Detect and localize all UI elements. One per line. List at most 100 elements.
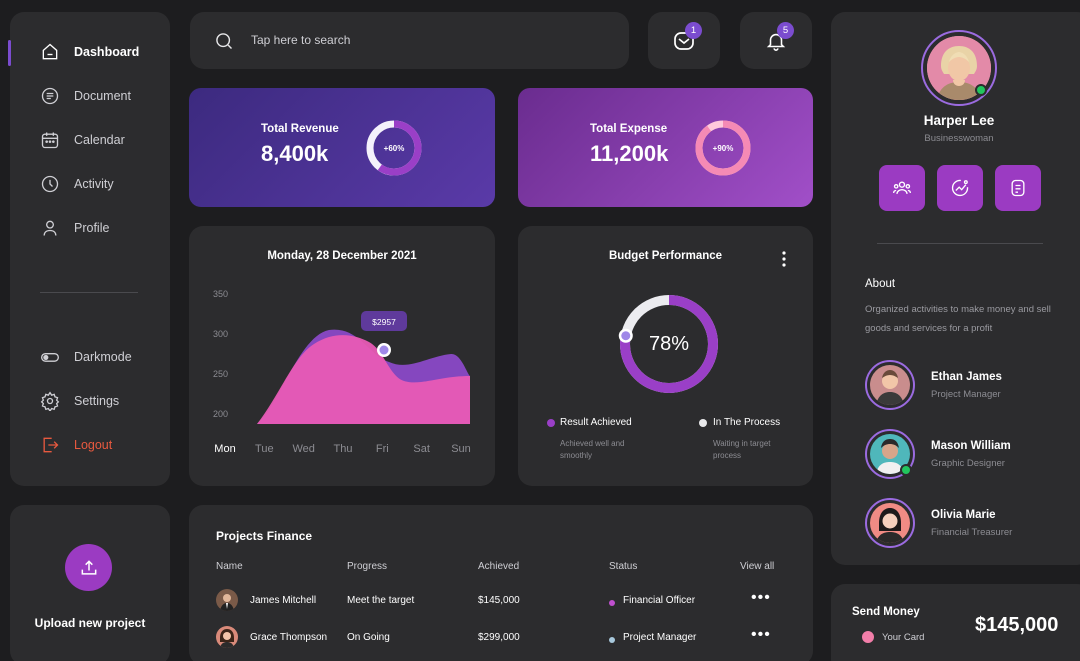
tooltip-box	[361, 311, 407, 331]
sidebar-item-calendar[interactable]: Calendar	[40, 130, 125, 150]
sidebar-item-dashboard[interactable]: Dashboard	[40, 42, 139, 62]
settings-label: Settings	[74, 394, 120, 408]
legend-process: In The Process	[713, 417, 781, 428]
note-icon	[1011, 179, 1025, 197]
upload-button[interactable]	[65, 544, 112, 591]
more-vertical-icon[interactable]	[781, 250, 787, 268]
notifications-button[interactable]: 5	[740, 12, 812, 69]
online-indicator	[900, 464, 912, 476]
expense-value: 11,200k	[590, 141, 669, 166]
x-tick-mon[interactable]: Mon	[214, 443, 235, 455]
tooltip-point-inner	[379, 345, 389, 355]
revenue-label: Total Revenue	[261, 123, 339, 135]
profile-role: Businesswoman	[924, 133, 994, 144]
darkmode-label: Darkmode	[74, 350, 132, 364]
card-dot	[862, 631, 874, 643]
area-pink	[257, 335, 470, 424]
search-input[interactable]	[251, 28, 591, 52]
contact-item[interactable]: Ethan James Project Manager	[865, 360, 1080, 410]
row-name: James Mitchell	[250, 595, 317, 606]
y-tick-label: 250	[213, 369, 228, 379]
sidebar-divider	[40, 292, 138, 293]
avatar	[216, 626, 238, 648]
legend-process-sub: Waiting in target process	[713, 439, 771, 460]
contact-role: Project Manager	[931, 389, 1001, 400]
active-indicator	[8, 40, 11, 66]
send-money-card[interactable]: Send Money Your Card $145,000	[831, 584, 1080, 661]
x-tick-thu[interactable]: Thu	[334, 443, 353, 455]
profile-divider	[877, 243, 1043, 244]
darkmode-toggle[interactable]: Darkmode	[40, 347, 132, 367]
row-more-button[interactable]: •••	[751, 589, 771, 606]
row-progress: Meet the target	[347, 595, 415, 606]
x-tick-sun[interactable]: Sun	[451, 443, 471, 455]
card-label: Your Card	[882, 631, 925, 643]
status-dot	[609, 637, 615, 643]
legend-dot-process	[699, 419, 707, 427]
column-header-progress: Progress	[347, 561, 388, 572]
send-amount: $145,000	[975, 614, 1059, 636]
legend-achieved: Result Achieved	[560, 417, 632, 428]
expense-donut	[695, 120, 751, 176]
column-header-name: Name	[216, 561, 243, 572]
about-title: About	[865, 278, 896, 290]
messages-button[interactable]: 1	[648, 12, 720, 69]
budget-percent: 78%	[648, 332, 690, 355]
users-button[interactable]	[879, 165, 925, 211]
profile-panel: Harper Lee Businesswoman About Organized…	[831, 12, 1080, 565]
weekly-area-chart: 350 300 250 200 $2957 Mon Tue Wed Thu Fri Sat Sun	[213, 289, 471, 455]
contact-avatar	[865, 360, 915, 410]
table-row[interactable]: Grace Thompson On Going $299,000 Project…	[189, 626, 813, 652]
search-icon	[216, 33, 233, 50]
sidebar-item-label: Dashboard	[74, 45, 140, 59]
contact-item[interactable]: Olivia Marie Financial Treasurer	[865, 498, 1080, 548]
sidebar-item-profile[interactable]: Profile	[40, 218, 109, 238]
document-icon	[41, 87, 59, 105]
sidebar-item-settings[interactable]: Settings	[40, 391, 119, 411]
logout-button[interactable]: Logout	[40, 435, 112, 455]
mail-icon	[674, 31, 694, 50]
row-progress: On Going	[347, 632, 390, 643]
sidebar-item-label: Document	[74, 89, 131, 103]
x-tick-wed[interactable]: Wed	[292, 443, 314, 455]
sidebar-item-activity[interactable]: Activity	[40, 174, 114, 194]
contact-item[interactable]: Mason William Graphic Designer	[865, 429, 1080, 479]
avatar	[216, 589, 238, 611]
budget-knob-inner	[621, 331, 631, 341]
expense-label: Total Expense	[590, 123, 668, 135]
y-tick-label: 200	[213, 409, 228, 419]
search-bar	[190, 12, 629, 69]
upload-label: Upload new project	[34, 616, 146, 630]
analytics-button[interactable]	[937, 165, 983, 211]
x-tick-sat[interactable]: Sat	[413, 443, 430, 455]
projects-finance-card: Projects Finance Name Progress Achieved …	[189, 505, 813, 661]
table-row[interactable]: James Mitchell Meet the target $145,000 …	[189, 589, 813, 615]
y-tick-label: 300	[213, 329, 228, 339]
revenue-card: Total Revenue 8,400k +60%	[189, 88, 495, 207]
send-title: Send Money	[852, 606, 920, 618]
row-name: Grace Thompson	[250, 632, 328, 643]
profile-avatar[interactable]	[921, 30, 997, 106]
notes-button[interactable]	[995, 165, 1041, 211]
row-more-button[interactable]: •••	[751, 626, 771, 643]
upload-card: Upload new project	[10, 505, 170, 661]
about-text: Organized activities to make money and s…	[865, 304, 1051, 334]
tooltip-text: $2957	[372, 317, 396, 327]
x-tick-fri[interactable]: Fri	[376, 443, 389, 455]
sidebar-item-label: Profile	[74, 221, 110, 235]
x-tick-tue[interactable]: Tue	[255, 443, 274, 455]
home-icon	[42, 43, 58, 60]
contact-name: Ethan James	[931, 371, 1002, 383]
legend-dot-achieved	[547, 419, 555, 427]
card-selector[interactable]: Your Card	[862, 631, 924, 643]
revenue-percent: +60%	[383, 143, 405, 153]
contact-avatar	[865, 429, 915, 479]
view-all-link[interactable]: View all	[740, 561, 775, 572]
notifications-badge: 5	[777, 22, 794, 39]
revenue-donut	[366, 120, 422, 176]
row-achieved: $299,000	[478, 632, 520, 643]
chart-icon	[951, 179, 969, 197]
contact-name: Mason William	[931, 440, 1011, 452]
logout-label: Logout	[74, 438, 113, 452]
sidebar-item-document[interactable]: Document	[40, 86, 131, 106]
